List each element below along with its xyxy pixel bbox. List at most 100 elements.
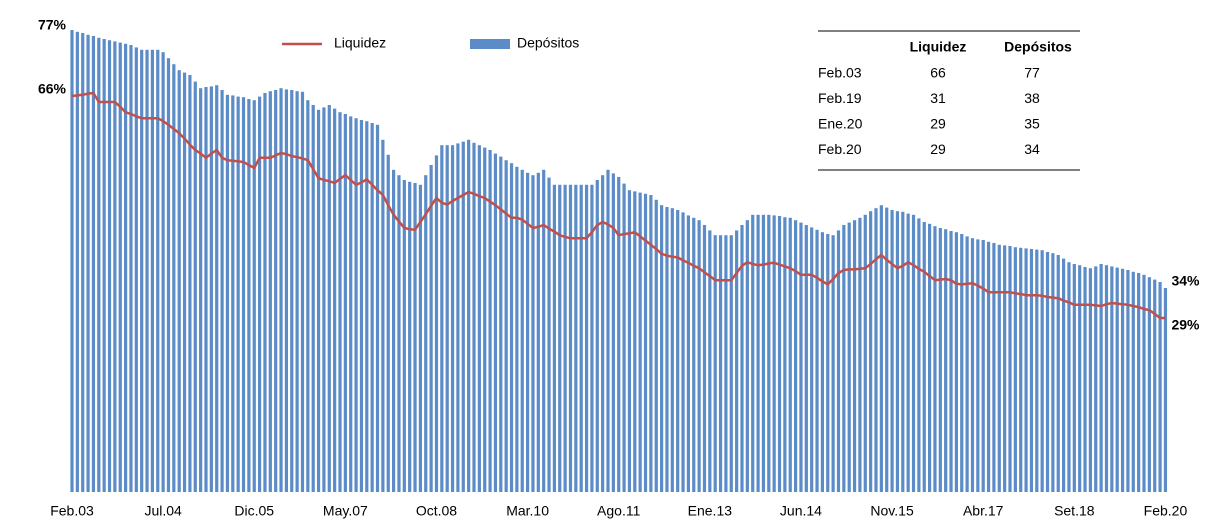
bar [794,220,798,492]
bar [472,142,476,493]
bar [622,183,626,492]
table-row-label: Feb.20 [818,141,862,157]
bar [660,205,664,492]
bar [590,184,594,493]
bar [681,212,685,492]
bar [493,153,498,492]
bar [1072,264,1076,492]
bar [375,124,380,493]
bar [450,145,455,492]
bar [258,96,262,492]
bar [1024,248,1028,492]
bar [649,195,653,492]
bar [220,90,224,492]
bar [311,105,315,492]
bar [627,190,632,492]
bar [359,120,364,492]
bar [300,91,305,493]
bar [558,184,562,493]
bar [327,105,331,492]
bar [579,184,583,493]
x-tick-label: Feb.20 [1144,503,1188,519]
bar [161,52,165,492]
x-tick-label: Dic.05 [234,503,274,519]
bar [601,175,605,492]
bar [1131,271,1135,492]
bar [531,175,535,492]
bar [81,33,85,492]
bar [467,139,471,493]
bar [499,156,503,492]
bar [204,87,208,492]
bar [960,234,964,492]
bar [1088,268,1092,492]
bar [654,199,658,493]
table-cell: 31 [930,90,946,106]
bar [858,217,862,493]
bar [252,100,256,492]
line [71,91,1166,320]
bar [718,235,723,492]
bar [783,217,787,492]
bar [997,244,1001,492]
bar [676,210,680,492]
bar [568,184,573,493]
bar [949,231,953,492]
bar [290,90,294,492]
bar [338,112,342,492]
x-tick-label: Jun.14 [780,503,822,519]
x-tick-label: Ene.13 [688,503,733,519]
bar [504,160,508,492]
bar [209,86,213,493]
bar [1078,265,1082,492]
x-tick-label: Ago.11 [597,503,641,519]
table-header: Depósitos [1004,39,1072,55]
bar [263,93,267,492]
bar [863,214,867,493]
bar [869,211,873,492]
bar [911,214,916,493]
bar [542,169,546,493]
bar [1019,247,1023,492]
bar [697,220,701,492]
bar [1035,249,1039,492]
bar [981,240,985,492]
bar [215,85,219,492]
bar [670,208,674,492]
bar [552,184,556,493]
bar [1056,255,1060,492]
bar [665,207,669,492]
bar [247,99,251,492]
bar [890,210,894,492]
bar [236,96,240,492]
bar [895,211,900,492]
bar [928,223,932,493]
bar [381,139,385,493]
bar [938,228,942,492]
bar [429,165,433,492]
bar [933,226,937,492]
bar [595,180,599,492]
table-row-label: Feb.03 [818,65,862,81]
bar [606,169,610,493]
bar [477,145,481,492]
bar [488,150,492,492]
bar [879,205,883,492]
bar [761,214,766,493]
legend-swatch [470,39,510,49]
bar [906,213,910,492]
bar [788,217,792,493]
bar [1083,267,1087,492]
bar [611,173,615,492]
bar [1040,250,1044,492]
bar [692,217,696,493]
bar [836,230,841,492]
table-cell: 34 [1024,141,1040,157]
bar [1142,274,1146,492]
bar [799,222,803,492]
bar [456,143,460,492]
bar [992,243,996,492]
bar [97,37,101,493]
bar [976,239,980,492]
